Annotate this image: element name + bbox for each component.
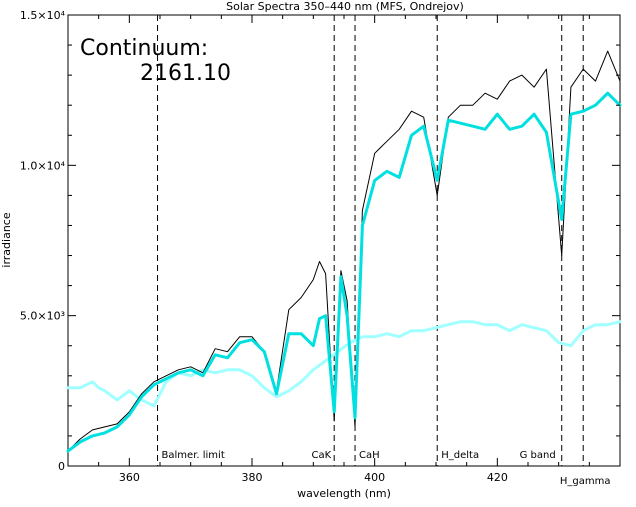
series-line bbox=[66, 320, 622, 408]
marker-labels: Balmer. limit CaK CaH H_delta G band H_gamma bbox=[162, 450, 611, 487]
y-axis-label: irradiance bbox=[0, 212, 13, 267]
y-tick-label: 0 bbox=[58, 460, 65, 473]
y-tick-label: 5.0×10³ bbox=[20, 310, 65, 323]
marker-label: Balmer. limit bbox=[162, 450, 225, 461]
chart-title: Solar Spectra 350–440 nm (MFS, Ondrejov) bbox=[226, 0, 464, 13]
axes: 360 380 400 420 0 5.0×10³ 1.0×10⁴ 1.5×10⁴ bbox=[20, 9, 621, 484]
continuum-value: 2161.10 bbox=[140, 61, 231, 86]
series-lines bbox=[66, 50, 622, 453]
series-line bbox=[66, 91, 622, 453]
x-tick-label: 380 bbox=[242, 471, 263, 484]
marker-label: H_delta bbox=[441, 450, 479, 461]
x-axis-label: wavelength (nm) bbox=[297, 487, 391, 500]
y-tick-label: 1.0×10⁴ bbox=[20, 159, 66, 172]
marker-label: CaH bbox=[359, 450, 380, 461]
series-line bbox=[67, 50, 621, 452]
x-tick-label: 400 bbox=[364, 471, 385, 484]
marker-label: H_gamma bbox=[560, 476, 611, 487]
marker-label: CaK bbox=[312, 450, 332, 461]
y-tick-label: 1.5×10⁴ bbox=[20, 9, 66, 22]
x-tick-label: 360 bbox=[119, 471, 140, 484]
continuum-label: Continuum: bbox=[80, 36, 208, 61]
marker-label: G band bbox=[520, 450, 556, 461]
x-tick-label: 420 bbox=[487, 471, 508, 484]
